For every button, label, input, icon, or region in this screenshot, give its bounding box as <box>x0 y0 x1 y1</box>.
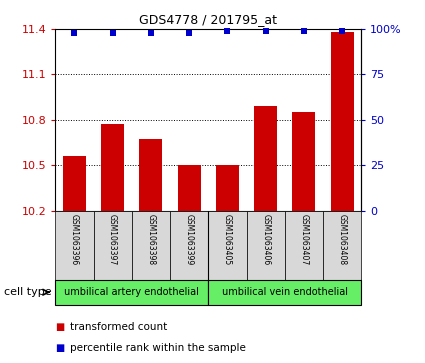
Bar <box>323 211 361 280</box>
Text: umbilical vein endothelial: umbilical vein endothelial <box>222 287 348 297</box>
Bar <box>132 211 170 280</box>
Bar <box>331 32 354 211</box>
Bar <box>216 165 239 211</box>
Text: GSM1063405: GSM1063405 <box>223 214 232 265</box>
Text: GSM1063399: GSM1063399 <box>184 214 194 265</box>
Bar <box>55 280 208 305</box>
Bar <box>246 211 285 280</box>
Text: cell type: cell type <box>4 287 52 297</box>
Text: ■: ■ <box>55 322 65 332</box>
Bar <box>292 112 315 211</box>
Bar <box>63 156 86 211</box>
Text: GSM1063397: GSM1063397 <box>108 214 117 265</box>
Text: GSM1063406: GSM1063406 <box>261 214 270 265</box>
Text: GSM1063396: GSM1063396 <box>70 214 79 265</box>
Bar <box>254 106 277 211</box>
Text: ■: ■ <box>55 343 65 354</box>
Bar <box>101 124 124 211</box>
Text: GSM1063408: GSM1063408 <box>337 214 347 265</box>
Text: transformed count: transformed count <box>70 322 167 332</box>
Title: GDS4778 / 201795_at: GDS4778 / 201795_at <box>139 13 277 26</box>
Bar <box>170 211 208 280</box>
Text: percentile rank within the sample: percentile rank within the sample <box>70 343 246 354</box>
Text: umbilical artery endothelial: umbilical artery endothelial <box>64 287 199 297</box>
Text: GSM1063398: GSM1063398 <box>146 214 156 265</box>
Bar <box>178 165 201 211</box>
Bar <box>139 139 162 211</box>
Bar <box>208 211 246 280</box>
Bar <box>55 211 94 280</box>
Bar <box>94 211 132 280</box>
Bar <box>285 211 323 280</box>
Bar <box>208 280 361 305</box>
Text: GSM1063407: GSM1063407 <box>299 214 309 265</box>
